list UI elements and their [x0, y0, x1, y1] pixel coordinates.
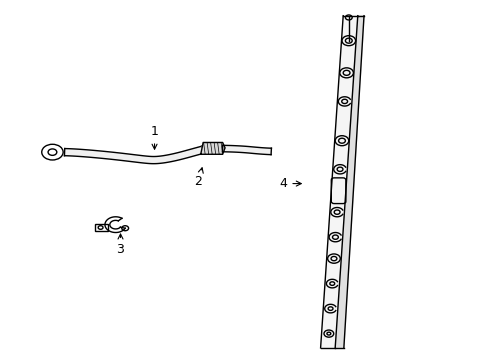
Text: 4: 4 — [279, 177, 301, 190]
Bar — [95, 224, 108, 231]
Text: 2: 2 — [194, 168, 203, 188]
Text: 3: 3 — [116, 234, 124, 256]
Text: 1: 1 — [150, 125, 158, 149]
Polygon shape — [222, 145, 271, 155]
Polygon shape — [201, 143, 224, 154]
Polygon shape — [64, 146, 204, 164]
Polygon shape — [334, 16, 363, 348]
Polygon shape — [320, 16, 357, 348]
